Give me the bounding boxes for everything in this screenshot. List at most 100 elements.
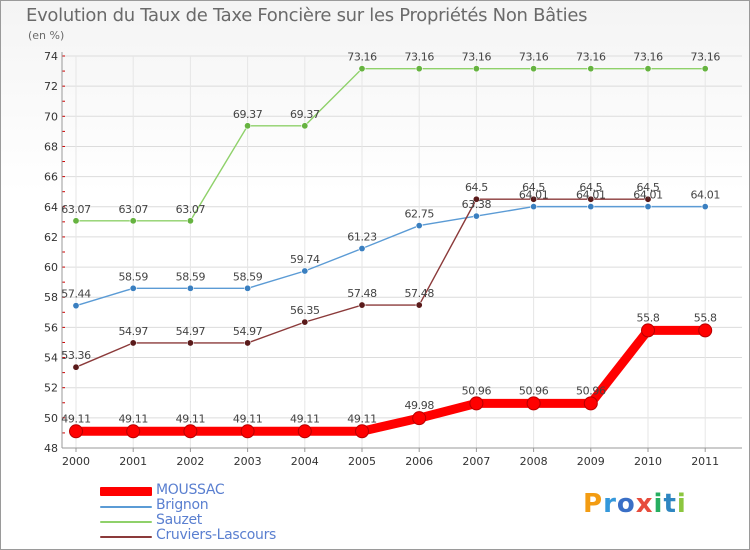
legend-swatch [100,521,152,523]
logo-letter: i [677,489,687,519]
data-label-moussac: 49.11 [176,412,206,425]
y-tick-label: 58 [44,291,58,304]
y-tick-label: 56 [44,321,58,334]
grid-layer [62,56,742,448]
data-label-cruviers-lascours: 64.5 [522,181,545,194]
y-tick-label: 70 [44,110,58,123]
x-tick-label: 2007 [462,455,490,468]
series-point-brignon [530,203,536,209]
series-point-sauzet [530,65,536,71]
y-tick-label: 50 [44,412,58,425]
data-label-moussac: 49.11 [61,412,91,425]
data-label-moussac: 55.8 [694,311,717,324]
data-label-cruviers-lascours: 53.36 [61,349,91,362]
y-tick-label: 62 [44,231,58,244]
x-tick-label: 2004 [291,455,319,468]
data-label-cruviers-lascours: 64.5 [637,181,660,194]
series-point-brignon [645,203,651,209]
series-point-brignon [130,285,136,291]
data-label-moussac: 50.96 [576,384,606,397]
axis-layer: 48505254565860626466687072742000 2001 2002… [44,50,742,468]
series-point-cruviers-lascours [73,364,79,370]
data-label-brignon: 59.74 [290,253,320,266]
data-label-brignon: 58.59 [176,270,206,283]
y-tick-label: 74 [44,50,58,63]
data-label-cruviers-lascours: 54.97 [118,325,148,338]
y-tick-label: 68 [44,140,58,153]
logo-letter: i [654,489,664,519]
proxiti-logo: Proxiti [583,489,687,519]
legend-swatch [100,487,152,496]
series-point-cruviers-lascours [187,340,193,346]
data-label-brignon: 58.59 [118,270,148,283]
legend-label: Sauzet [156,512,202,528]
data-label-brignon: 61.23 [347,231,377,244]
x-tick-label: 2008 [520,455,548,468]
data-label-sauzet: 73.16 [633,51,663,64]
x-tick-label: 2006 [405,455,433,468]
series-point-moussac [127,425,140,438]
y-tick-label: 64 [44,201,58,214]
data-label-brignon: 58.59 [233,270,263,283]
data-label-cruviers-lascours: 56.35 [290,304,320,317]
data-label-cruviers-lascours: 64.5 [579,181,602,194]
logo-letter: x [636,489,654,519]
logo-letter: o [617,489,636,519]
data-label-sauzet: 73.16 [519,51,549,64]
legend-swatch [100,536,152,538]
logo-letter: t [663,489,676,519]
data-label-brignon: 57.44 [61,288,91,301]
data-label-sauzet: 63.07 [118,203,148,216]
series-line-sauzet [76,69,705,221]
series-point-brignon [73,302,79,308]
data-label-sauzet: 69.37 [290,108,320,121]
legend-label: MOUSSAC [156,482,224,498]
series-point-sauzet [588,65,594,71]
logo-letter: P [583,489,603,519]
series-point-moussac [699,324,712,337]
series-point-cruviers-lascours [302,319,308,325]
series-point-brignon [187,285,193,291]
series-point-moussac [356,425,369,438]
y-tick-label: 66 [44,171,58,184]
series-point-sauzet [359,65,365,71]
data-label-cruviers-lascours: 54.97 [176,325,206,338]
series-point-brignon [702,203,708,209]
line-chart: 48505254565860626466687072742000 2001 2002… [0,0,750,550]
series-point-sauzet [416,65,422,71]
series-point-cruviers-lascours [359,302,365,308]
data-label-sauzet: 73.16 [462,51,492,64]
data-label-cruviers-lascours: 64.5 [465,181,488,194]
data-label-moussac: 49.98 [404,399,434,412]
series-point-sauzet [187,218,193,224]
x-tick-label: 2010 [634,455,662,468]
y-tick-label: 48 [44,442,58,455]
series-point-cruviers-lascours [130,340,136,346]
x-tick-label: 2001 [119,455,147,468]
data-label-sauzet: 73.16 [690,51,720,64]
y-tick-label: 60 [44,261,58,274]
data-label-cruviers-lascours: 57.48 [347,287,377,300]
data-label-sauzet: 73.16 [347,51,377,64]
series-point-moussac [527,397,540,410]
series-point-brignon [359,245,365,251]
series-point-sauzet [473,65,479,71]
data-label-sauzet: 63.07 [61,203,91,216]
data-label-moussac: 49.11 [118,412,148,425]
legend-label: Brignon [156,497,208,513]
series-point-brignon [588,203,594,209]
series-point-brignon [416,222,422,228]
data-label-moussac: 50.96 [519,384,549,397]
x-tick-label: 2011 [691,455,719,468]
data-label-moussac: 50.96 [462,384,492,397]
series-point-moussac [413,412,426,425]
series-point-sauzet [130,218,136,224]
x-tick-label: 2002 [176,455,204,468]
data-label-brignon: 62.75 [404,208,434,221]
x-tick-label: 2003 [234,455,262,468]
series-point-sauzet [645,65,651,71]
data-label-cruviers-lascours: 57.48 [404,287,434,300]
series-point-sauzet [302,123,308,129]
y-tick-label: 54 [44,352,58,365]
series-point-moussac [298,425,311,438]
